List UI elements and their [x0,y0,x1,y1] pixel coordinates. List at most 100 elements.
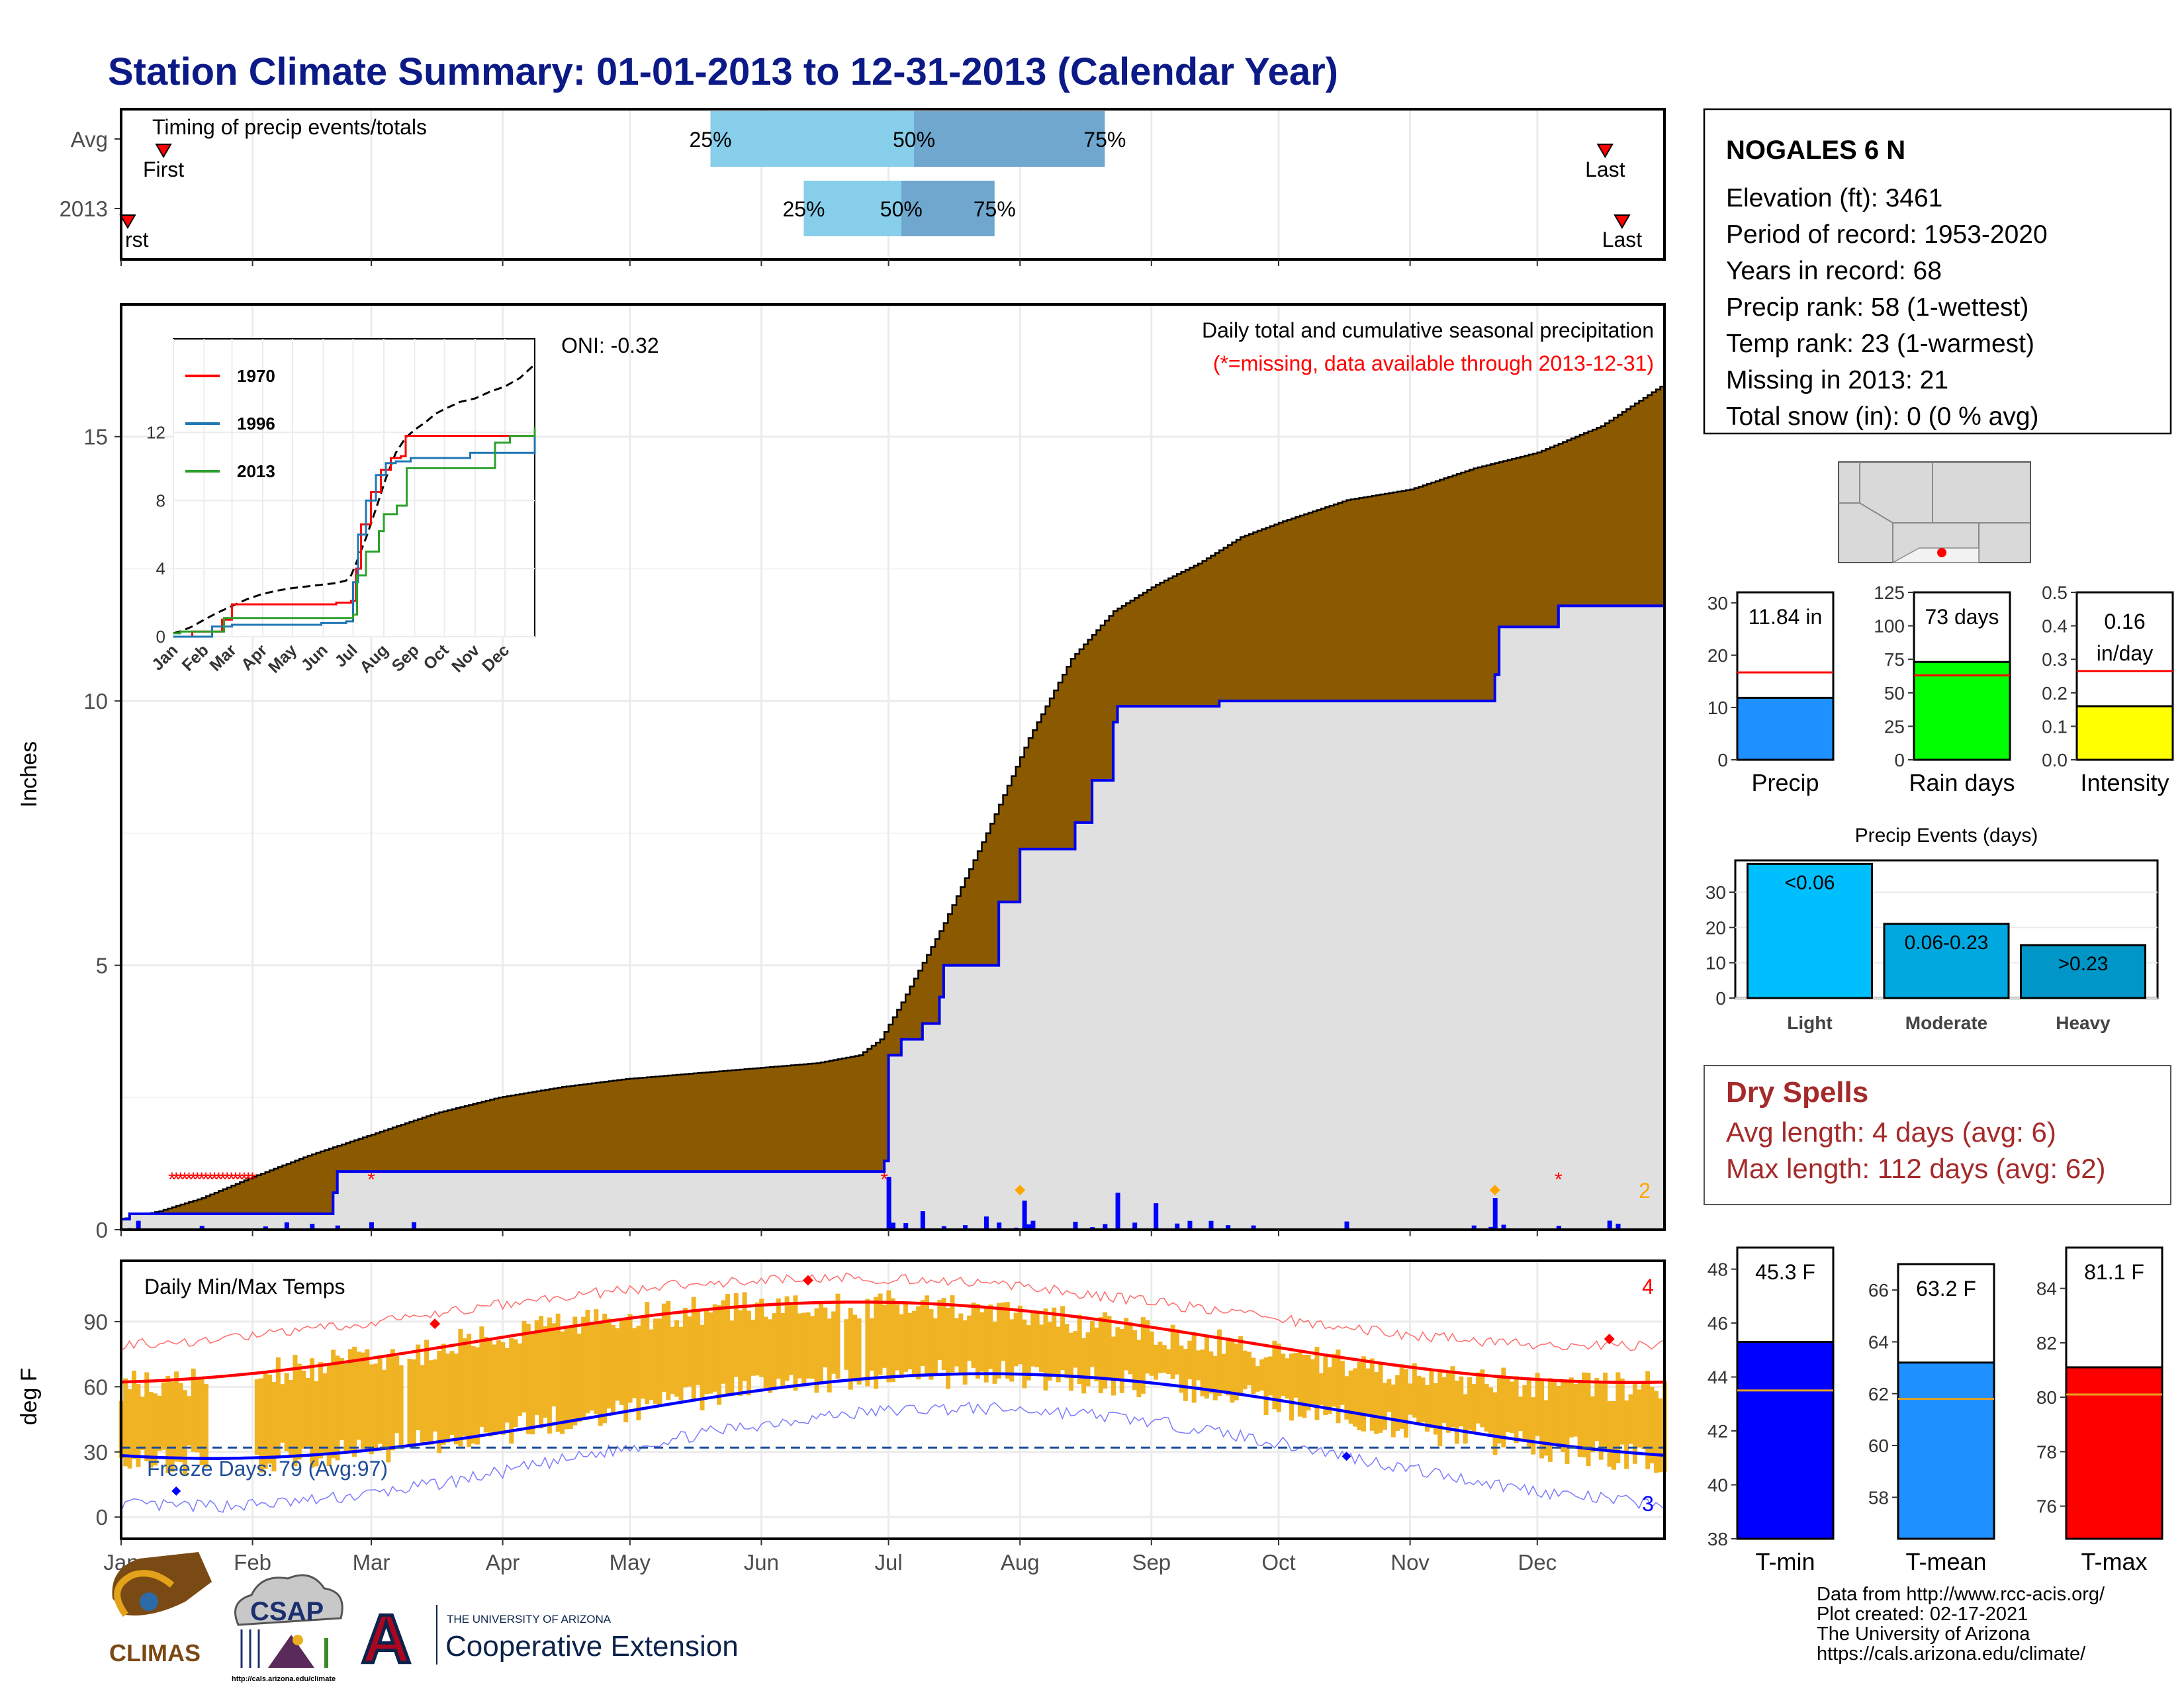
mini-bar-tick: 0.5 [2042,582,2068,603]
daily-temp-bar [1628,1394,1633,1444]
daily-temp-bar [1068,1332,1073,1391]
missing-day-marker: * [219,1169,227,1191]
freeze-days-label: Freeze Days: 79 (Avg:97) [147,1457,388,1481]
daily-temp-bar [1175,1329,1180,1375]
daily-temp-bar [1637,1389,1642,1448]
mini-bar-tick: 0.1 [2042,716,2068,737]
daily-temp-bar [1357,1362,1362,1431]
dry-spells-box: Dry Spells Avg length: 4 days (avg: 6) M… [1704,1065,2171,1205]
daily-temp-bar [1573,1383,1578,1437]
missing-day-marker: * [249,1169,257,1191]
daily-temp-bar [301,1370,306,1449]
first-label-avg: First [143,158,184,181]
daily-temp-bar [1221,1353,1226,1392]
daily-temp-bar [1161,1345,1167,1373]
daily-temp-bar [992,1322,997,1384]
daily-temp-bar [191,1368,196,1452]
daily-temp-bar [1374,1372,1379,1434]
daily-temp-bar [708,1312,713,1394]
daily-temp-bar [174,1371,179,1462]
daily-temp-bar [462,1338,467,1436]
max-day-marker [1489,1185,1500,1196]
events-category-label: Heavy [2056,1013,2111,1033]
daily-temp-bar [1267,1356,1273,1396]
daily-temp-bar [1619,1378,1625,1445]
daily-temp-bar [522,1320,527,1413]
daily-temp-bar [560,1331,565,1434]
daily-temp-bar [1073,1331,1078,1368]
month-tick-label: Sep [1132,1550,1171,1575]
daily-temp-bar [1276,1344,1281,1412]
missing-day-marker: * [240,1169,248,1191]
daily-temp-bar [1085,1332,1091,1387]
daily-temp-bar [619,1319,624,1405]
missing-day-marker: * [223,1169,231,1191]
daily-temp-bar [1505,1379,1510,1433]
daily-temp-bar [793,1295,798,1391]
timing-pct-label: 25% [689,128,731,152]
timing-bar-late [914,111,1105,167]
station-info-line: Years in record: 68 [1726,257,1942,285]
temp-bar-tick: 46 [1707,1313,1728,1334]
daily-temp-bar [1242,1350,1248,1390]
timing-bar-early [710,111,915,167]
month-tick-label: Mar [353,1550,390,1575]
daily-temp-bar [1340,1361,1345,1405]
daily-temp-bar [848,1308,853,1390]
daily-temp-bar [712,1304,717,1392]
daily-temp-bar [1607,1401,1612,1467]
daily-temp-bar [271,1382,277,1472]
timing-panel-label: Timing of precip events/totals [152,115,427,139]
daily-precip-bar [903,1222,909,1230]
csap-url: http://cals.arizona.edu/climate [232,1675,336,1683]
daily-temp-bar [1565,1382,1570,1465]
month-tick-label: Dec [1518,1550,1557,1575]
daily-temp-bar [492,1344,497,1436]
daily-temp-bar [365,1349,370,1449]
temp-bar-tick: 48 [1707,1259,1728,1280]
mini-bar-value-text: 11.84 in [1749,605,1823,629]
daily-temp-bar [1441,1377,1447,1423]
daily-temp-bar [1365,1368,1371,1414]
daily-temp-bar [483,1337,488,1433]
temp-bar-label: T-min [1756,1548,1815,1575]
daily-precip-bar [983,1216,989,1230]
daily-temp-bar [983,1306,989,1383]
last-label-avg: Last [1585,158,1625,181]
daily-temp-bar [1353,1368,1358,1427]
daily-temp-bar [1344,1376,1349,1420]
daily-temp-bar [187,1396,192,1446]
daily-precip-bar [891,1222,895,1230]
daily-temp-bar [1272,1340,1277,1410]
daily-precip-bar [1030,1220,1036,1230]
daily-temp-bar [937,1300,942,1360]
daily-temp-bar [865,1299,870,1387]
daily-temp-bar [925,1295,930,1377]
climas-logo-text: CLIMAS [109,1639,201,1667]
mini-bar-tick: 75 [1884,649,1905,670]
record-low-count: 3 [1642,1492,1654,1516]
daily-precip-bar [310,1224,315,1230]
daily-temp-bar [1467,1377,1473,1430]
location-map [1838,461,2031,563]
daily-temp-bar [1450,1366,1455,1428]
daily-temp-bar [1089,1321,1095,1367]
daily-temp-bar [153,1393,158,1466]
daily-precip-bar [1471,1225,1477,1230]
daily-temp-bar [1204,1334,1209,1399]
daily-temp-bar [810,1316,815,1379]
daily-temp-bar [293,1355,298,1467]
inset-line-1970 [173,430,536,638]
daily-precip-bar [1073,1221,1078,1230]
station-info-line: Total snow (in): 0 (0 % avg) [1726,402,2039,431]
missing-day-marker: * [189,1169,197,1191]
daily-temp-bar [1281,1353,1286,1396]
month-axis: Jan Feb Mar Apr May Jun Jul Aug Sep Oct Nov Dec [103,1550,1557,1575]
missing-day-marker: * [172,1169,180,1191]
timing-pct-label: 25% [782,197,825,221]
page-title: Station Climate Summary: 01-01-2013 to 1… [108,50,1338,93]
climas-logo: CLIMAS [109,1552,212,1667]
daily-temp-bar [296,1363,302,1460]
temp-bar-tick: 80 [2036,1387,2057,1408]
daily-temp-bar [1510,1381,1515,1434]
